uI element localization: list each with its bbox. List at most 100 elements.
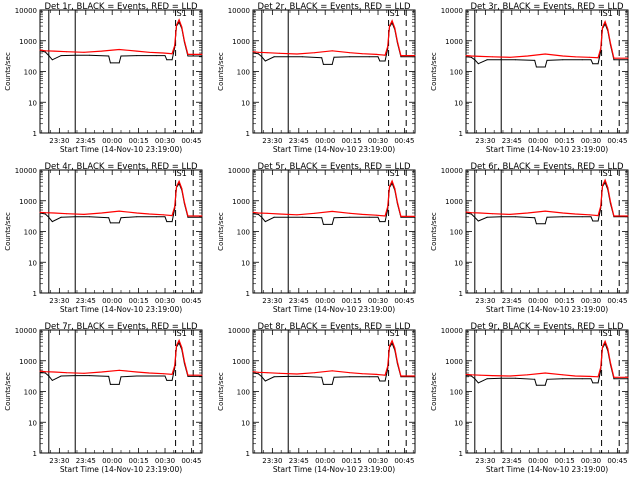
x-axis-title: Start Time (14-Nov-10 23:19:00): [486, 145, 608, 154]
lld-point: [118, 49, 120, 50]
plot-frame: [39, 329, 203, 454]
events-line: [252, 21, 415, 65]
events-point: [546, 59, 548, 61]
y-tick-label: 100: [24, 229, 37, 237]
events-point: [562, 59, 564, 61]
lld-point: [384, 54, 386, 56]
events-point: [201, 216, 203, 218]
x-tick-label: 00:15: [555, 137, 575, 145]
lld-line: [252, 179, 415, 217]
x-tick-label: 00:45: [394, 457, 414, 465]
lld-point: [600, 205, 602, 207]
events-point: [414, 56, 416, 58]
lld-point: [349, 372, 351, 374]
events-point: [109, 62, 111, 64]
lld-point: [171, 215, 173, 217]
x-tick-label: 00:45: [181, 457, 201, 465]
lld-line: [465, 19, 628, 59]
lld-point: [278, 213, 280, 215]
events-point: [477, 63, 479, 65]
y-tick-label: 10000: [228, 327, 250, 335]
y-axis-title: Counts/sec: [4, 52, 12, 91]
events-point: [322, 223, 324, 225]
x-tick-label: 00:45: [181, 137, 201, 145]
x-tick-label: 00:00: [315, 297, 335, 305]
lld-line: [39, 338, 202, 376]
lld-point: [609, 362, 611, 363]
lld-point: [613, 376, 615, 378]
events-point: [590, 59, 592, 61]
lld-point: [252, 371, 254, 373]
x-tick-label: 00:00: [102, 137, 122, 145]
lld-point: [387, 365, 389, 367]
lld-point: [470, 212, 472, 214]
events-point: [155, 375, 157, 377]
events-point: [470, 56, 472, 58]
lld-point: [600, 367, 602, 369]
lld-point: [44, 212, 46, 214]
y-tick-label: 10000: [228, 7, 250, 15]
events-point: [109, 383, 111, 385]
x-tick-label: 23:30: [262, 457, 282, 465]
plot-title: Det 8r, BLACK = Events, RED = LLD: [257, 322, 411, 332]
lld-point: [597, 215, 599, 217]
lld-point: [39, 211, 41, 213]
lld-point: [562, 212, 564, 214]
y-tick-label: 1000: [19, 38, 37, 46]
plot-panel-8: Det 8r, BLACK = Events, RED = LLD Counts/…: [217, 322, 416, 474]
events-point: [108, 55, 110, 57]
lld-point: [331, 370, 333, 372]
events-line: [39, 182, 202, 224]
x-axis-title: Start Time (14-Nov-10 23:19:00): [273, 145, 395, 154]
lld-point: [604, 21, 606, 23]
y-tick-label: 1000: [445, 38, 463, 46]
events-point: [562, 216, 564, 218]
lld-point: [607, 28, 609, 30]
events-point: [534, 378, 536, 380]
y-tick-label: 10000: [441, 327, 463, 335]
events-point: [108, 217, 110, 219]
events-point: [474, 59, 476, 61]
lld-point: [574, 375, 576, 377]
y-tick-label: 1: [246, 450, 250, 458]
lld-point: [331, 50, 333, 52]
events-point: [120, 55, 122, 57]
events-point: [470, 375, 472, 377]
y-tick-label: 100: [450, 229, 463, 237]
lld-point: [387, 46, 389, 47]
events-point: [597, 382, 599, 384]
events-point: [166, 379, 168, 381]
lld-point: [181, 347, 183, 348]
lld-point: [44, 371, 46, 373]
events-point: [535, 223, 537, 225]
lld-point: [391, 20, 393, 22]
lld-point: [101, 371, 103, 373]
lld-point: [597, 57, 599, 59]
x-tick-label: 23:45: [76, 457, 96, 465]
lld-point: [604, 340, 606, 342]
lld-point: [349, 212, 351, 214]
lld-point: [257, 371, 259, 373]
y-tick-label: 1000: [232, 198, 250, 206]
x-tick-label: 00:30: [368, 137, 388, 145]
y-axis-title: Counts/sec: [430, 52, 438, 91]
events-point: [155, 55, 157, 57]
events-point: [48, 375, 50, 377]
plot-title: Det 1r, BLACK = Events, RED = LLD: [44, 2, 198, 12]
x-tick-label: 00:15: [342, 297, 362, 305]
events-point: [48, 55, 50, 57]
y-tick-label: 10: [454, 259, 463, 267]
events-point: [164, 55, 166, 57]
lld-point: [148, 213, 150, 215]
y-tick-label: 10: [241, 419, 250, 427]
events-point: [44, 213, 46, 215]
lld-point: [414, 215, 416, 217]
events-point: [486, 59, 488, 61]
events-point: [136, 55, 138, 57]
y-tick-label: 1000: [232, 38, 250, 46]
lld-point: [396, 40, 398, 42]
events-point: [592, 382, 594, 384]
events-point: [581, 378, 583, 380]
lld-point: [162, 52, 164, 54]
